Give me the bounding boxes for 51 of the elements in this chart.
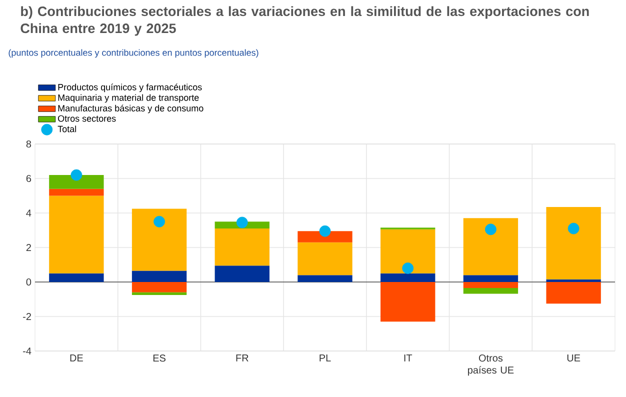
legend-label: Maquinaria y material de transporte [58, 94, 199, 103]
bar [132, 208, 187, 271]
y-tick-label: 2 [26, 244, 31, 251]
point [568, 222, 580, 234]
x-tick-label: FR [236, 354, 248, 362]
x-tick-label: ES [153, 354, 166, 362]
bar [49, 196, 104, 274]
bar [132, 292, 187, 295]
bar [463, 288, 518, 294]
y-tick-label: 4 [26, 210, 32, 216]
point [402, 262, 414, 274]
bar [380, 273, 436, 282]
bar [546, 206, 601, 280]
bar [49, 175, 104, 189]
point [236, 216, 248, 228]
x-tick-label: PL [320, 354, 331, 362]
bar [380, 229, 436, 274]
point [70, 169, 82, 181]
bar [132, 282, 187, 292]
y-tick-label: -2 [23, 313, 31, 320]
point [319, 225, 331, 237]
bar [132, 270, 187, 282]
y-tick-label: -4 [23, 348, 32, 354]
x-tick-label: DE [70, 354, 83, 362]
bar [298, 231, 352, 242]
point [485, 224, 496, 236]
legend-label: Otros sectores [58, 115, 116, 122]
bar [380, 282, 436, 322]
y-tick-label: 8 [26, 140, 32, 148]
bar [214, 228, 270, 266]
bar [298, 242, 352, 276]
y-tick-label: 6 [26, 174, 32, 182]
bar [463, 218, 518, 276]
y-tick-label: 0 [26, 278, 32, 286]
bar [546, 279, 601, 282]
x-tick-label: Otros países UE [468, 354, 514, 376]
bar [214, 266, 270, 282]
bar [463, 282, 518, 288]
bar [49, 188, 104, 196]
bar [463, 275, 518, 282]
point [154, 216, 165, 228]
legend-label: Manufacturas básicas y de consumo [58, 104, 204, 114]
chart-title: b) Contribuciones sectoriales a las variaciones en la similitud de las exportaciones con China entre 2019 y 2025 [20, 6, 589, 36]
chart-subtitle: (puntos porcentuales y contribuciones en puntos porcentuales) [8, 49, 258, 58]
bar [49, 273, 104, 282]
x-tick-label: UE [567, 354, 580, 362]
legend-label: Productos químicos y farmacéuticos [58, 84, 202, 92]
bar [546, 282, 601, 304]
bar [298, 275, 352, 282]
legend-label: Total [58, 126, 76, 132]
x-tick-label: IT [404, 354, 412, 362]
